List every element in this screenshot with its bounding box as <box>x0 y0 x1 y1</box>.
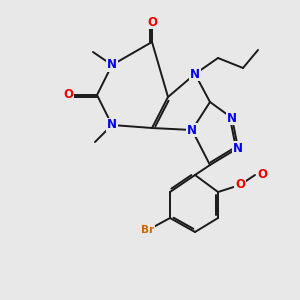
Text: N: N <box>233 142 243 154</box>
Text: O: O <box>63 88 73 101</box>
Text: O: O <box>235 178 245 191</box>
Text: O: O <box>257 169 267 182</box>
Text: N: N <box>187 124 197 136</box>
Text: N: N <box>190 68 200 80</box>
Text: Br: Br <box>141 225 154 235</box>
Text: N: N <box>107 58 117 71</box>
Text: N: N <box>227 112 237 124</box>
Text: O: O <box>147 16 157 28</box>
Text: N: N <box>107 118 117 131</box>
